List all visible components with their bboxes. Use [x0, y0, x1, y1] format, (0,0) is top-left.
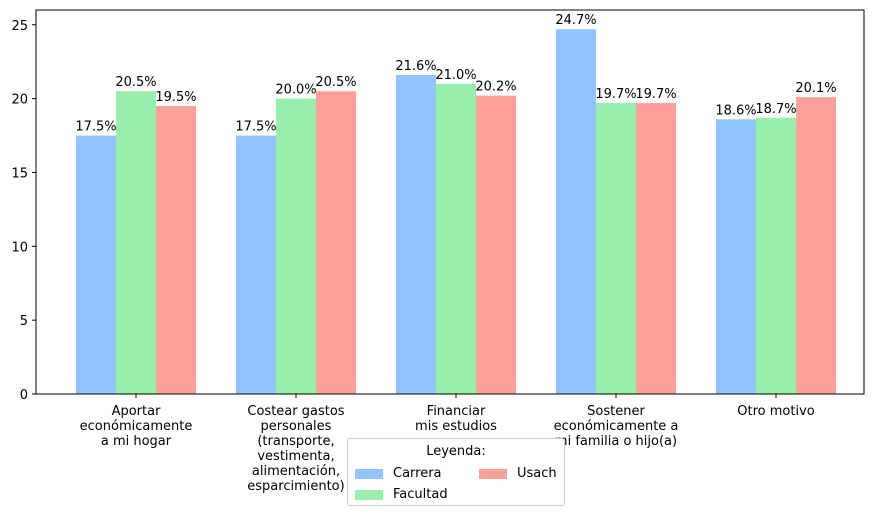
x-tick-label-4: Otro motivo — [737, 404, 814, 419]
x-tick-label-3: Sostener económicamente a mi familia o hij… — [554, 404, 679, 449]
legend-item-usach: Usach — [479, 466, 557, 481]
data-label-facultad-3: 19.7% — [595, 87, 636, 102]
y-tick-label-15: 15 — [11, 166, 28, 181]
data-label-carrera-3: 24.7% — [555, 13, 596, 28]
bar-facultad-0 — [116, 91, 156, 394]
data-label-facultad-2: 21.0% — [435, 68, 476, 83]
bar-facultad-1 — [276, 98, 316, 394]
bar-usach-0 — [156, 106, 196, 394]
legend: Leyenda: Carrera Facultad Usach — [347, 438, 565, 506]
data-label-facultad-4: 18.7% — [755, 102, 796, 117]
data-label-carrera-4: 18.6% — [715, 103, 756, 118]
bar-usach-3 — [636, 103, 676, 395]
plot-frame — [35, 9, 865, 395]
bar-usach-4 — [796, 97, 836, 394]
bar-usach-1 — [316, 91, 356, 394]
x-tick-label-2: Financiar mis estudios — [415, 404, 497, 434]
y-tick-label-25: 25 — [11, 19, 28, 34]
bar-carrera-1 — [236, 135, 276, 395]
legend-label-usach: Usach — [517, 466, 557, 481]
bar-facultad-4 — [756, 117, 796, 395]
data-label-usach-4: 20.1% — [795, 81, 836, 96]
data-label-usach-3: 19.7% — [635, 87, 676, 102]
bar-usach-2 — [476, 95, 516, 395]
data-label-facultad-0: 20.5% — [115, 75, 156, 90]
legend-swatch-usach — [479, 468, 507, 479]
legend-title: Leyenda: — [426, 444, 486, 459]
x-tick-label-0: Aportar económicamente a mi hogar — [80, 404, 193, 449]
y-tick-label-20: 20 — [11, 93, 28, 108]
x-tick-label-1: Costear gastos personales (transporte, vest… — [247, 404, 345, 494]
data-label-usach-1: 20.5% — [315, 75, 356, 90]
legend-label-carrera: Carrera — [393, 466, 442, 481]
y-tick-label-5: 5 — [20, 314, 28, 329]
bar-carrera-3 — [556, 29, 596, 394]
data-label-usach-2: 20.2% — [475, 80, 516, 95]
bar-facultad-3 — [596, 103, 636, 395]
bar-facultad-2 — [436, 83, 476, 394]
legend-label-facultad: Facultad — [393, 487, 448, 502]
legend-item-carrera: Carrera — [355, 466, 442, 481]
bar-carrera-4 — [716, 119, 756, 395]
data-label-facultad-1: 20.0% — [275, 83, 316, 98]
data-label-carrera-1: 17.5% — [235, 120, 276, 135]
legend-swatch-carrera — [355, 468, 383, 479]
data-label-usach-0: 19.5% — [155, 90, 196, 105]
y-tick-label-10: 10 — [11, 240, 28, 255]
data-label-carrera-0: 17.5% — [75, 120, 116, 135]
legend-item-facultad: Facultad — [355, 487, 448, 502]
y-tick-label-0: 0 — [20, 388, 28, 403]
bar-carrera-2 — [396, 74, 436, 394]
legend-swatch-facultad — [355, 489, 383, 500]
bar-carrera-0 — [76, 135, 116, 395]
data-label-carrera-2: 21.6% — [395, 59, 436, 74]
